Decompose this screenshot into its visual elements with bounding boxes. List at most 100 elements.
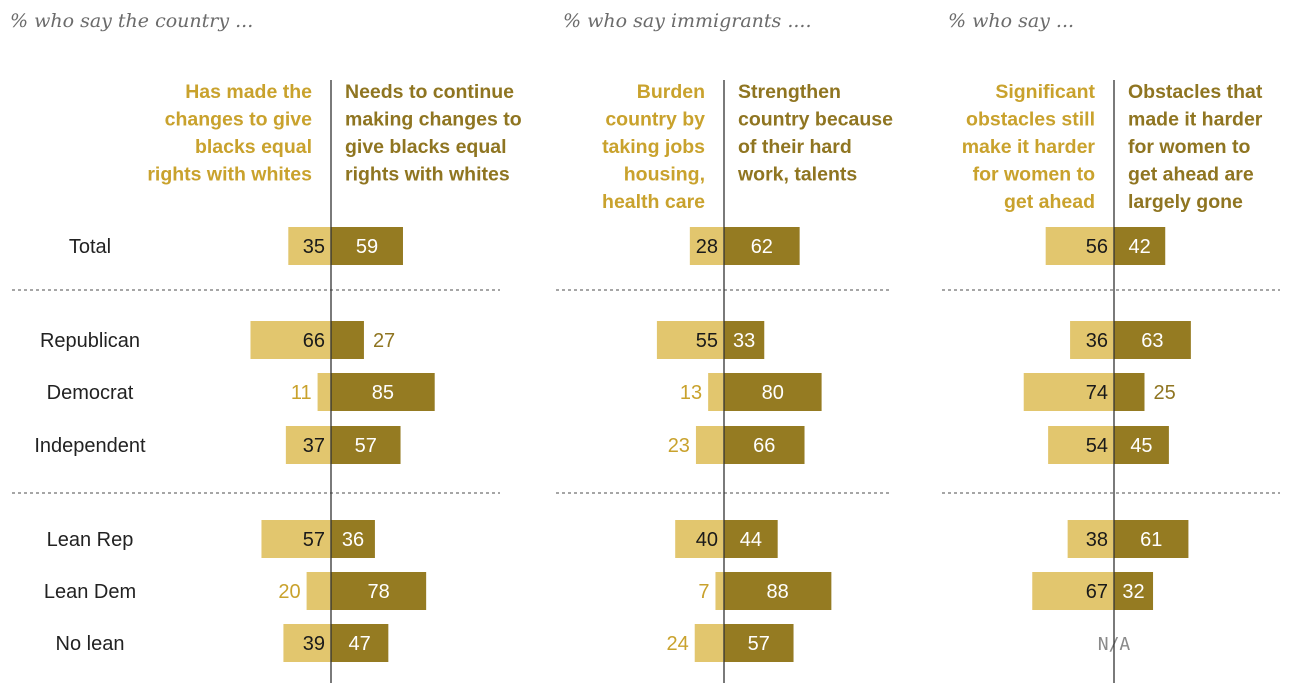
left-series-label: get ahead bbox=[1004, 191, 1095, 213]
left-series-label: taking jobs bbox=[602, 136, 705, 158]
value-label-left: 66 bbox=[303, 330, 325, 352]
bar-right bbox=[724, 520, 778, 558]
row-label: Republican bbox=[40, 330, 140, 352]
left-series-label: country by bbox=[605, 109, 705, 131]
right-series-label: Needs to continue bbox=[345, 81, 514, 103]
left-series-label: health care bbox=[602, 191, 705, 213]
value-label-right: 63 bbox=[1141, 330, 1163, 352]
bar-left bbox=[1023, 373, 1114, 411]
bar-right bbox=[1114, 227, 1166, 265]
bar-left bbox=[1048, 426, 1114, 464]
value-label-right: 88 bbox=[767, 581, 789, 603]
bar-left bbox=[288, 227, 331, 265]
bar-left bbox=[317, 373, 331, 411]
value-label-left: 23 bbox=[668, 435, 690, 457]
value-label-left: 54 bbox=[1086, 435, 1108, 457]
bar-left bbox=[715, 572, 724, 610]
bar-left bbox=[694, 624, 724, 662]
panel-3: % who say ... Significant obstacles still m… bbox=[942, 10, 1280, 683]
value-label-left: 39 bbox=[303, 633, 325, 655]
bar-right bbox=[724, 321, 765, 359]
right-series-label: made it harder bbox=[1128, 109, 1263, 131]
value-label-right: 57 bbox=[355, 435, 377, 457]
row-label: Democrat bbox=[47, 382, 134, 404]
bar-right bbox=[331, 572, 427, 610]
left-series-label: blacks equal bbox=[195, 136, 312, 158]
left-series-label: Burden bbox=[637, 81, 705, 103]
value-label-right: 25 bbox=[1154, 382, 1176, 404]
bar-right bbox=[1114, 426, 1169, 464]
bar-left bbox=[250, 321, 331, 359]
right-series-label: of their hard bbox=[738, 136, 852, 158]
bar-right bbox=[724, 426, 805, 464]
row-label: Total bbox=[69, 236, 111, 258]
value-label-left: 38 bbox=[1086, 529, 1108, 551]
right-series-label: give blacks equal bbox=[345, 136, 507, 158]
right-series-label: largely gone bbox=[1128, 191, 1243, 213]
bar-left bbox=[689, 227, 724, 265]
bar-right bbox=[331, 227, 403, 265]
bar-left bbox=[1032, 572, 1114, 610]
right-series-label: for women to bbox=[1128, 136, 1250, 158]
value-label-right: 85 bbox=[372, 382, 394, 404]
bar-left bbox=[1067, 520, 1114, 558]
left-series-label: rights with whites bbox=[147, 164, 312, 186]
right-series-label: work, talents bbox=[737, 164, 857, 186]
bar-right bbox=[331, 624, 389, 662]
value-label-left: 67 bbox=[1086, 581, 1108, 603]
value-label-left: 11 bbox=[291, 382, 312, 404]
left-series-label: housing, bbox=[624, 164, 705, 186]
value-label-left: 7 bbox=[698, 581, 709, 603]
value-label-right: 32 bbox=[1122, 581, 1144, 603]
panel-2: % who say immigrants .... Burden country b… bbox=[556, 10, 893, 683]
value-label-left: 56 bbox=[1086, 236, 1108, 258]
bar-right bbox=[331, 321, 364, 359]
left-series-label: changes to give bbox=[165, 109, 313, 131]
bar-left bbox=[283, 624, 331, 662]
left-series-label: make it harder bbox=[962, 136, 1096, 158]
row-label: Lean Dem bbox=[44, 581, 136, 603]
value-label-left: 37 bbox=[303, 435, 325, 457]
bar-right bbox=[331, 426, 401, 464]
row-label: Independent bbox=[34, 435, 146, 457]
value-label-right: 45 bbox=[1130, 435, 1152, 457]
bar-left bbox=[285, 426, 331, 464]
bar-left bbox=[675, 520, 724, 558]
value-label-left: 55 bbox=[696, 330, 718, 352]
bar-left bbox=[708, 373, 724, 411]
right-series-label: Obstacles that bbox=[1128, 81, 1263, 103]
panel-subtitle: % who say immigrants .... bbox=[563, 10, 812, 32]
right-series-label: making changes to bbox=[345, 109, 522, 131]
bar-right bbox=[331, 520, 375, 558]
value-label-left: 13 bbox=[680, 382, 702, 404]
panel-subtitle: % who say the country ... bbox=[10, 10, 253, 32]
bar-right bbox=[331, 373, 435, 411]
value-label-right: 27 bbox=[373, 330, 395, 352]
bar-left bbox=[261, 520, 331, 558]
value-label-left: 20 bbox=[278, 581, 300, 603]
value-label-right: 47 bbox=[349, 633, 371, 655]
value-label-right: 57 bbox=[748, 633, 770, 655]
bar-right bbox=[724, 572, 832, 610]
value-label-right: 62 bbox=[751, 236, 773, 258]
bar-right bbox=[1114, 520, 1189, 558]
bar-left bbox=[306, 572, 331, 610]
value-label-right: 59 bbox=[356, 236, 378, 258]
row-label: No lean bbox=[56, 633, 125, 655]
right-series-label: rights with whites bbox=[345, 164, 510, 186]
right-series-label: country because bbox=[738, 109, 893, 131]
value-label-left: 74 bbox=[1086, 382, 1108, 404]
value-label-right: 44 bbox=[740, 529, 762, 551]
bar-right bbox=[1114, 373, 1145, 411]
value-label-right: 42 bbox=[1128, 236, 1150, 258]
bar-right bbox=[724, 624, 794, 662]
bar-right bbox=[1114, 321, 1191, 359]
value-label-right: 66 bbox=[753, 435, 775, 457]
bar-left bbox=[1045, 227, 1114, 265]
value-label-right: 36 bbox=[342, 529, 364, 551]
panel-1: % who say the country ... Has made the cha… bbox=[10, 10, 522, 683]
value-label-left: 35 bbox=[303, 236, 325, 258]
value-label-left: 40 bbox=[696, 529, 718, 551]
bar-right bbox=[724, 227, 800, 265]
